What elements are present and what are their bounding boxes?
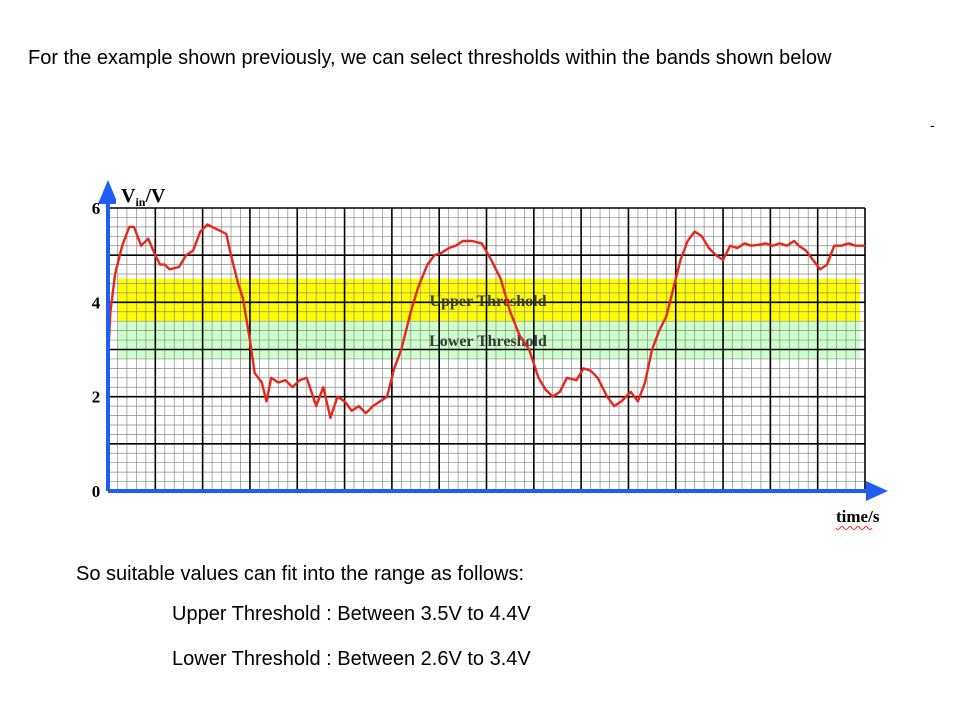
y-axis-arrow (98, 180, 118, 204)
ylabel-mask (116, 182, 178, 206)
upper-threshold-line: Upper Threshold : Between 3.5V to 4.4V (172, 603, 531, 625)
corner-mark: - (930, 117, 935, 133)
spellcheck-squiggle (835, 526, 873, 530)
y-tick-label: 6 (92, 199, 101, 218)
signal-series (106, 223, 865, 420)
summary-heading: So suitable values can fit into the rang… (76, 563, 525, 585)
y-tick-label: 4 (92, 293, 101, 312)
band-label-upper: Upper Threshold (430, 293, 547, 310)
y-tick-label: 0 (92, 482, 101, 501)
threshold-chart: Upper Threshold Lower Threshold 0 2 4 6 Vin/… (92, 180, 888, 530)
band-labels: Upper Threshold Lower Threshold (429, 293, 547, 350)
intro-text: For the example shown previously, we can… (28, 47, 832, 69)
band-upper (118, 278, 860, 322)
band-label-lower: Lower Threshold (429, 333, 547, 350)
x-axis-label: time/s (836, 507, 880, 526)
y-axis-label: Vin/V (121, 185, 166, 209)
y-tick-label: 2 (92, 388, 101, 407)
x-axis-arrow (866, 481, 888, 501)
axes (98, 180, 888, 501)
signal-line (106, 223, 865, 420)
lower-threshold-line: Lower Threshold : Between 2.6V to 3.4V (172, 648, 531, 670)
y-tick-labels: 0 2 4 6 (92, 199, 101, 501)
